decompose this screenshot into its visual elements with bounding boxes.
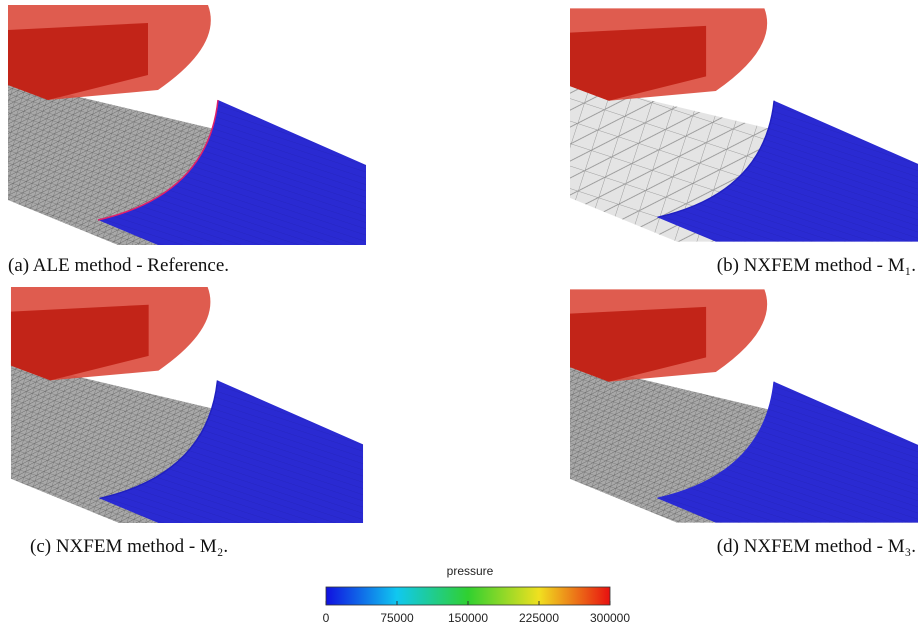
caption: (b) NXFEM method - M₁. [716, 255, 916, 276]
caption: (a) ALE method - Reference. [8, 255, 230, 276]
colorbar-label: pressure [447, 565, 494, 578]
tick-label: 225000 [519, 611, 559, 625]
panel-image [570, 289, 918, 523]
panel-image [8, 5, 366, 245]
tick-label: 0 [323, 611, 330, 625]
panel-image [10, 287, 364, 523]
tick-label: 150000 [448, 611, 488, 625]
colorbar: pressure 0 75000 150000 225000 300000 [323, 565, 631, 625]
caption: (d) NXFEM method - M₃. [716, 536, 916, 557]
tick-label: 300000 [590, 611, 630, 625]
panel-image [570, 8, 918, 242]
caption: (c) NXFEM method - M₂. [30, 536, 229, 557]
tick-label: 75000 [380, 611, 414, 625]
